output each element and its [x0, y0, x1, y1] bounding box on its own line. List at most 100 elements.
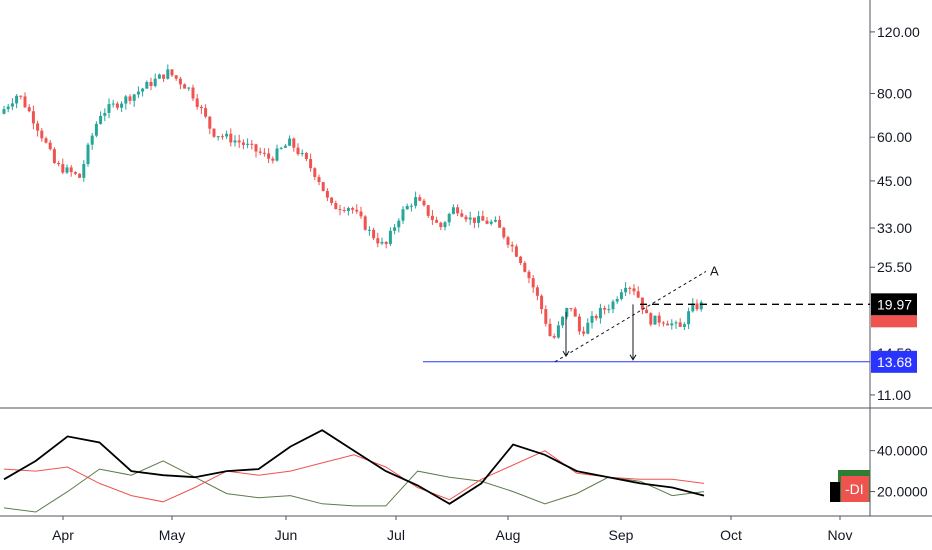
indicator-line [3, 460, 705, 513]
candle-body [262, 152, 266, 154]
candle-body [225, 133, 229, 137]
candle-body [531, 278, 535, 288]
candle-body [661, 322, 665, 324]
di-tag-label: -DI [845, 481, 864, 497]
candle-body [611, 301, 615, 310]
candle-body [6, 106, 10, 110]
candle-body [657, 315, 661, 323]
candle-body [456, 207, 460, 214]
candle-body [577, 316, 581, 332]
candle-body [145, 81, 149, 89]
candle-body [636, 291, 640, 298]
time-tick-label: Nov [828, 527, 853, 543]
time-tick-label: Sep [609, 527, 634, 543]
candle-body [61, 164, 65, 173]
candle-body [183, 84, 187, 89]
candle-body [86, 144, 90, 165]
candle-body [212, 128, 216, 137]
candle-body [330, 197, 334, 203]
candle-body [78, 173, 82, 178]
time-tick-label: Aug [496, 527, 521, 543]
candle-body [489, 221, 493, 224]
time-tick-label: Apr [52, 527, 74, 543]
candle-body [94, 123, 98, 136]
candle-body [695, 303, 699, 310]
trendline-a [554, 270, 707, 363]
candle-body [191, 87, 195, 99]
candle-body [653, 315, 657, 325]
candle-body [103, 112, 107, 116]
candle-body [309, 158, 313, 169]
candle-body [359, 211, 363, 217]
candle-body [246, 143, 250, 145]
time-tick-label: Jun [275, 527, 298, 543]
candle-body [292, 138, 296, 148]
candle-body [603, 307, 607, 310]
candle-body [422, 200, 426, 206]
candle-body [548, 323, 552, 337]
candle-body [590, 315, 594, 323]
measure-arrowhead-1 [562, 350, 570, 358]
candle-body [691, 303, 695, 312]
candle-body [645, 309, 649, 314]
candle-body [132, 94, 136, 101]
candle-body [632, 288, 636, 292]
indicator-line [3, 450, 705, 503]
time-tick-label: Jul [387, 527, 405, 543]
candle-body [514, 246, 518, 257]
candle-body [136, 91, 140, 95]
candle-body [561, 316, 565, 326]
candle-body [241, 142, 245, 145]
candle-body [388, 230, 392, 244]
candle-body [598, 307, 602, 319]
candle-body [582, 331, 586, 334]
candle-body [204, 108, 208, 117]
candle-body [640, 297, 644, 310]
candle-body [619, 292, 623, 300]
candle-body [624, 287, 628, 293]
candle-body [687, 311, 691, 325]
candle-body [90, 135, 94, 145]
di-tag-box [841, 476, 869, 502]
candle-body [397, 220, 401, 228]
candle-body [464, 216, 468, 220]
candle-body [338, 209, 342, 211]
candle-body [649, 313, 653, 325]
candle-body [540, 295, 544, 310]
candle-body [300, 153, 304, 155]
candle-body [111, 103, 115, 105]
candle-body [296, 147, 300, 155]
candle-body [2, 109, 6, 114]
candle-body [674, 322, 678, 324]
candle-body [451, 207, 455, 214]
candle-body [288, 138, 292, 146]
candle-body [52, 149, 56, 163]
trendline-label: A [710, 263, 719, 278]
candle-body [254, 144, 258, 152]
candle-body [460, 213, 464, 217]
candle-body [153, 78, 157, 87]
candle-body [418, 197, 422, 201]
candle-body [233, 140, 237, 143]
candle-body [342, 210, 346, 212]
candle-body [439, 222, 443, 228]
candle-body [498, 219, 502, 228]
candle-body [199, 106, 203, 109]
candle-body [527, 271, 531, 279]
candle-body [229, 133, 233, 143]
candle-body [468, 217, 472, 220]
candle-body [325, 191, 329, 198]
candle-body [556, 325, 560, 338]
candle-body [682, 324, 686, 327]
candle-body [485, 220, 489, 224]
candle-body [472, 217, 476, 223]
candle-body [670, 323, 674, 326]
candle-body [594, 315, 598, 319]
candle-body [82, 164, 86, 178]
candle-body [187, 87, 191, 89]
candle-body [115, 103, 119, 108]
candle-body [678, 322, 682, 327]
candle-body [414, 197, 418, 206]
candle-body [430, 215, 434, 220]
candle-body [195, 98, 199, 107]
